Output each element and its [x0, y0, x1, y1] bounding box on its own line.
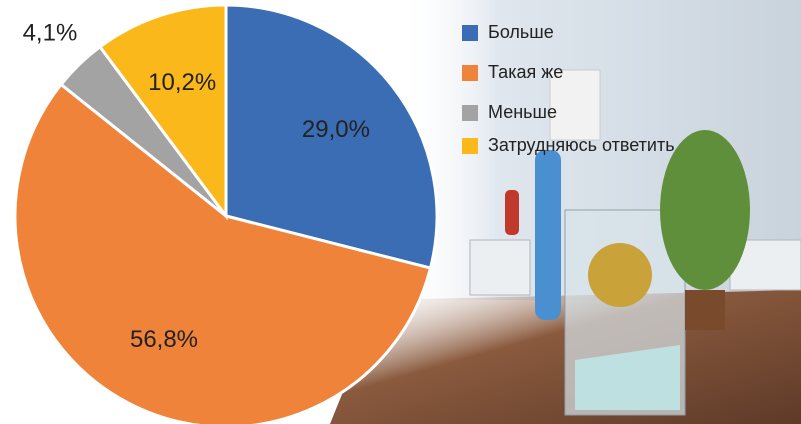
legend-label: Меньше: [488, 102, 557, 122]
value-label: 56,8%: [130, 326, 198, 353]
chart: 29,0% 56,8% 4,1% 10,2% Больше Такая же Меньше З…: [0, 0, 801, 424]
legend-swatch: [462, 105, 478, 121]
value-label: 29,0%: [302, 116, 370, 143]
value-label: 10,2%: [148, 69, 216, 96]
legend-label: Больше: [488, 22, 554, 42]
legend-label: Такая же: [488, 62, 563, 82]
value-label: 4,1%: [23, 19, 78, 46]
legend-label: Затрудняюсь ответить: [488, 135, 675, 155]
legend-swatch: [462, 65, 478, 81]
legend-swatch: [462, 138, 478, 154]
legend-swatch: [462, 25, 478, 41]
